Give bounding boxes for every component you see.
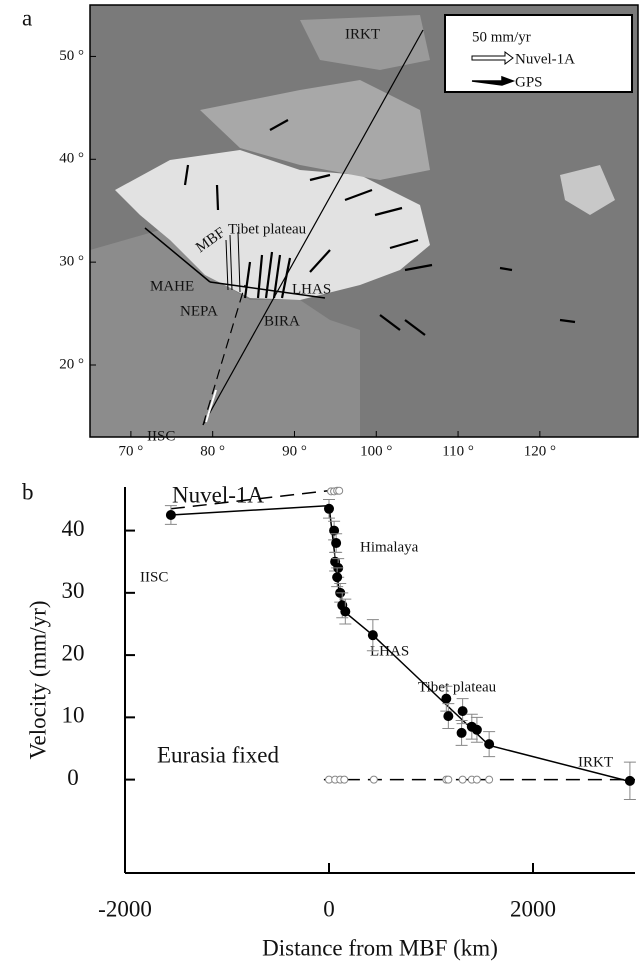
point bbox=[625, 776, 634, 785]
y-tick-label: 40 bbox=[62, 516, 85, 541]
y-tick-label: 0 bbox=[67, 765, 79, 790]
point bbox=[336, 487, 343, 494]
annotation: IRKT bbox=[578, 754, 613, 770]
point bbox=[333, 573, 342, 582]
x-tick-label: 70 ° bbox=[119, 443, 144, 459]
point bbox=[458, 707, 467, 716]
annotation: Himalaya bbox=[360, 539, 419, 555]
y-tick-label: 20 ° bbox=[59, 356, 84, 372]
map-panel: a 50 mm/yr Nuvel-1A GPS IRKT Tibet plate… bbox=[22, 5, 638, 444]
annotation: IRKT bbox=[345, 26, 380, 42]
annotation: Tibet plateau bbox=[228, 221, 307, 237]
y-tick-label: 50 ° bbox=[59, 48, 84, 64]
point bbox=[445, 776, 452, 783]
arrow bbox=[217, 185, 218, 210]
x-tick-label: 120 ° bbox=[524, 443, 556, 459]
x-tick-label: -2000 bbox=[98, 896, 152, 921]
y-tick-label: 40 ° bbox=[59, 151, 84, 167]
point bbox=[473, 776, 480, 783]
annotation: BIRA bbox=[264, 313, 300, 329]
annotation: LHAS bbox=[292, 281, 331, 297]
point bbox=[442, 694, 451, 703]
point bbox=[444, 712, 453, 721]
point bbox=[472, 725, 481, 734]
x-tick-label: 90 ° bbox=[282, 443, 307, 459]
series-label: Eurasia fixed bbox=[157, 742, 279, 767]
y-tick-label: 30 bbox=[62, 578, 85, 603]
y-tick-label: 20 bbox=[62, 640, 85, 665]
point bbox=[368, 631, 377, 640]
point bbox=[325, 504, 334, 513]
legend-scale: 50 mm/yr bbox=[472, 29, 531, 45]
annotation: MAHE bbox=[150, 278, 194, 294]
panel-label: a bbox=[22, 5, 32, 30]
point bbox=[370, 776, 377, 783]
panel-label: b bbox=[22, 479, 34, 504]
point bbox=[332, 539, 341, 548]
x-tick-label: 2000 bbox=[510, 896, 556, 921]
x-tick-label: 80 ° bbox=[200, 443, 225, 459]
point bbox=[459, 776, 466, 783]
figure: a 50 mm/yr Nuvel-1A GPS IRKT Tibet plate… bbox=[0, 0, 644, 969]
legend-label: GPS bbox=[515, 74, 543, 90]
annotation: IISC bbox=[147, 428, 175, 444]
point bbox=[486, 776, 493, 783]
annotation: IISC bbox=[140, 569, 168, 585]
x-tick-label: 100 ° bbox=[360, 443, 392, 459]
x-tick-label: 110 ° bbox=[442, 443, 474, 459]
x-axis-title: Distance from MBF (km) bbox=[262, 935, 498, 960]
y-tick-label: 30 ° bbox=[59, 254, 84, 270]
annotation: NEPA bbox=[180, 303, 218, 319]
point bbox=[341, 776, 348, 783]
point bbox=[341, 607, 350, 616]
point bbox=[485, 740, 494, 749]
annotation: Tibet plateau bbox=[418, 679, 497, 695]
x-tick-label: 0 bbox=[323, 896, 335, 921]
point bbox=[457, 728, 466, 737]
y-tick-label: 10 bbox=[62, 703, 85, 728]
legend-label: Nuvel-1A bbox=[515, 51, 575, 67]
y-axis-title: Velocity (mm/yr) bbox=[25, 600, 50, 759]
point bbox=[166, 511, 175, 520]
